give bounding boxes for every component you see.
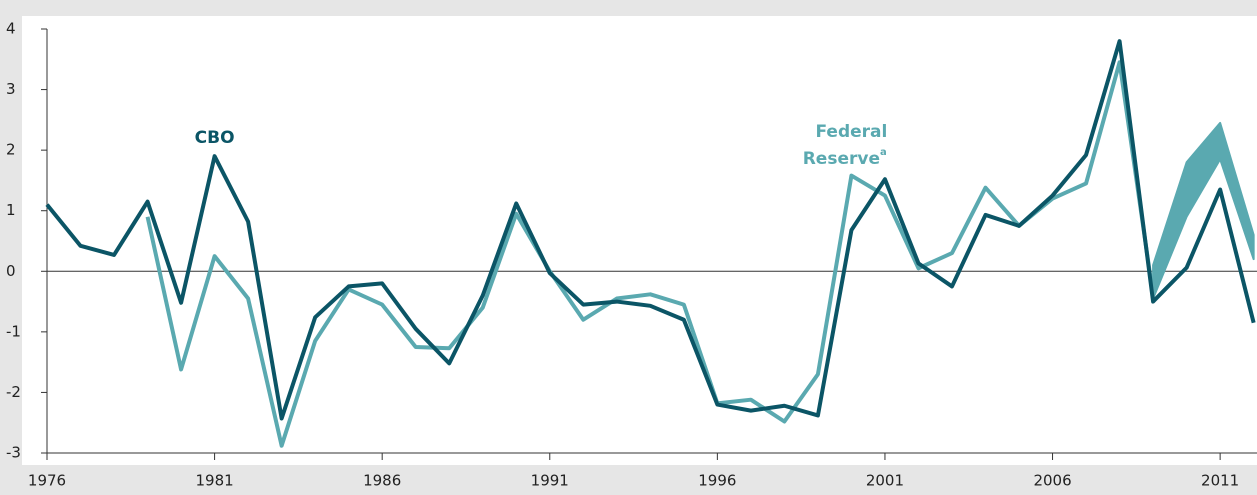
plot-panel (22, 16, 1257, 465)
y-tick-label: 0 (6, 262, 16, 280)
annotation-text: Reserve (803, 149, 880, 169)
y-tick-label: -3 (6, 444, 21, 462)
annotation: Federal (816, 122, 888, 142)
annotation-text: Federal (816, 122, 888, 142)
x-tick-label: 1981 (195, 472, 233, 490)
y-tick-label: 2 (6, 141, 16, 159)
x-tick-label: 2001 (866, 472, 904, 490)
series-line (45, 39, 1256, 421)
x-tick-label: 2011 (1201, 472, 1239, 490)
x-tick-label: 1986 (363, 472, 401, 490)
annotation: Reservea (803, 147, 887, 169)
series-line (145, 60, 1156, 448)
x-tick-label: 1991 (531, 472, 569, 490)
y-tick-label: 1 (6, 201, 16, 219)
forecast-band (1152, 121, 1255, 300)
x-tick-label: 1976 (28, 472, 66, 490)
y-tick-label: 4 (6, 20, 16, 38)
x-tick-label: 2006 (1033, 472, 1071, 490)
x-tick-label: 1996 (698, 472, 736, 490)
annotation-text: CBO (195, 128, 235, 148)
y-tick-label: -1 (6, 322, 21, 340)
y-tick-label: -2 (6, 383, 21, 401)
annotation-superscript: a (880, 147, 887, 158)
y-tick-label: 3 (6, 80, 16, 98)
annotation: CBO (195, 128, 235, 148)
